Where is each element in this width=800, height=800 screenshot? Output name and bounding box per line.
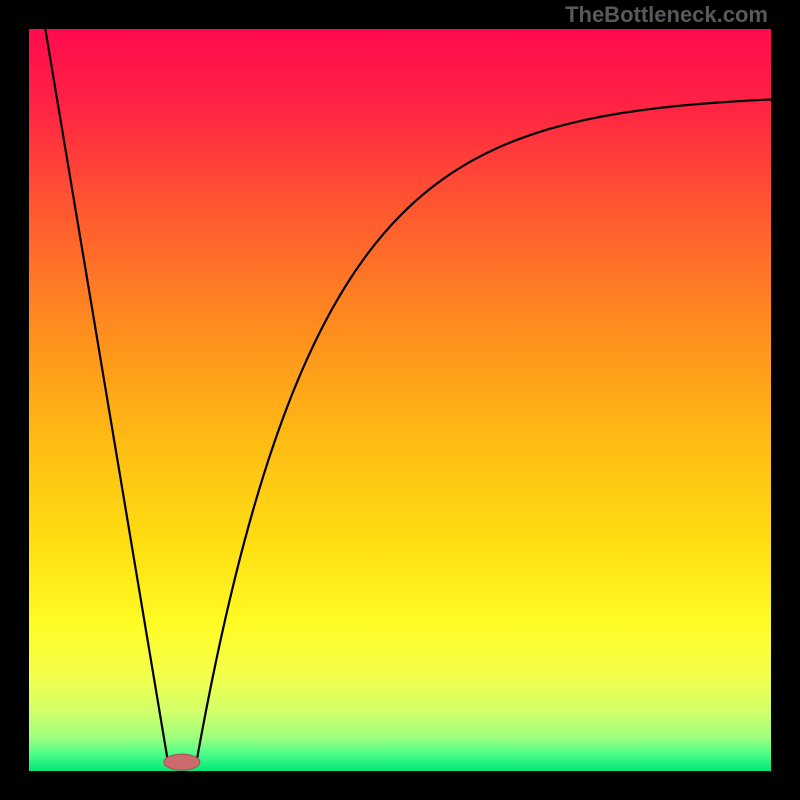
optimal-marker [164,754,200,770]
marker-layer [29,29,771,771]
plot-area [29,29,771,771]
watermark-text: TheBottleneck.com [565,2,768,28]
chart-container: TheBottleneck.com [0,0,800,800]
